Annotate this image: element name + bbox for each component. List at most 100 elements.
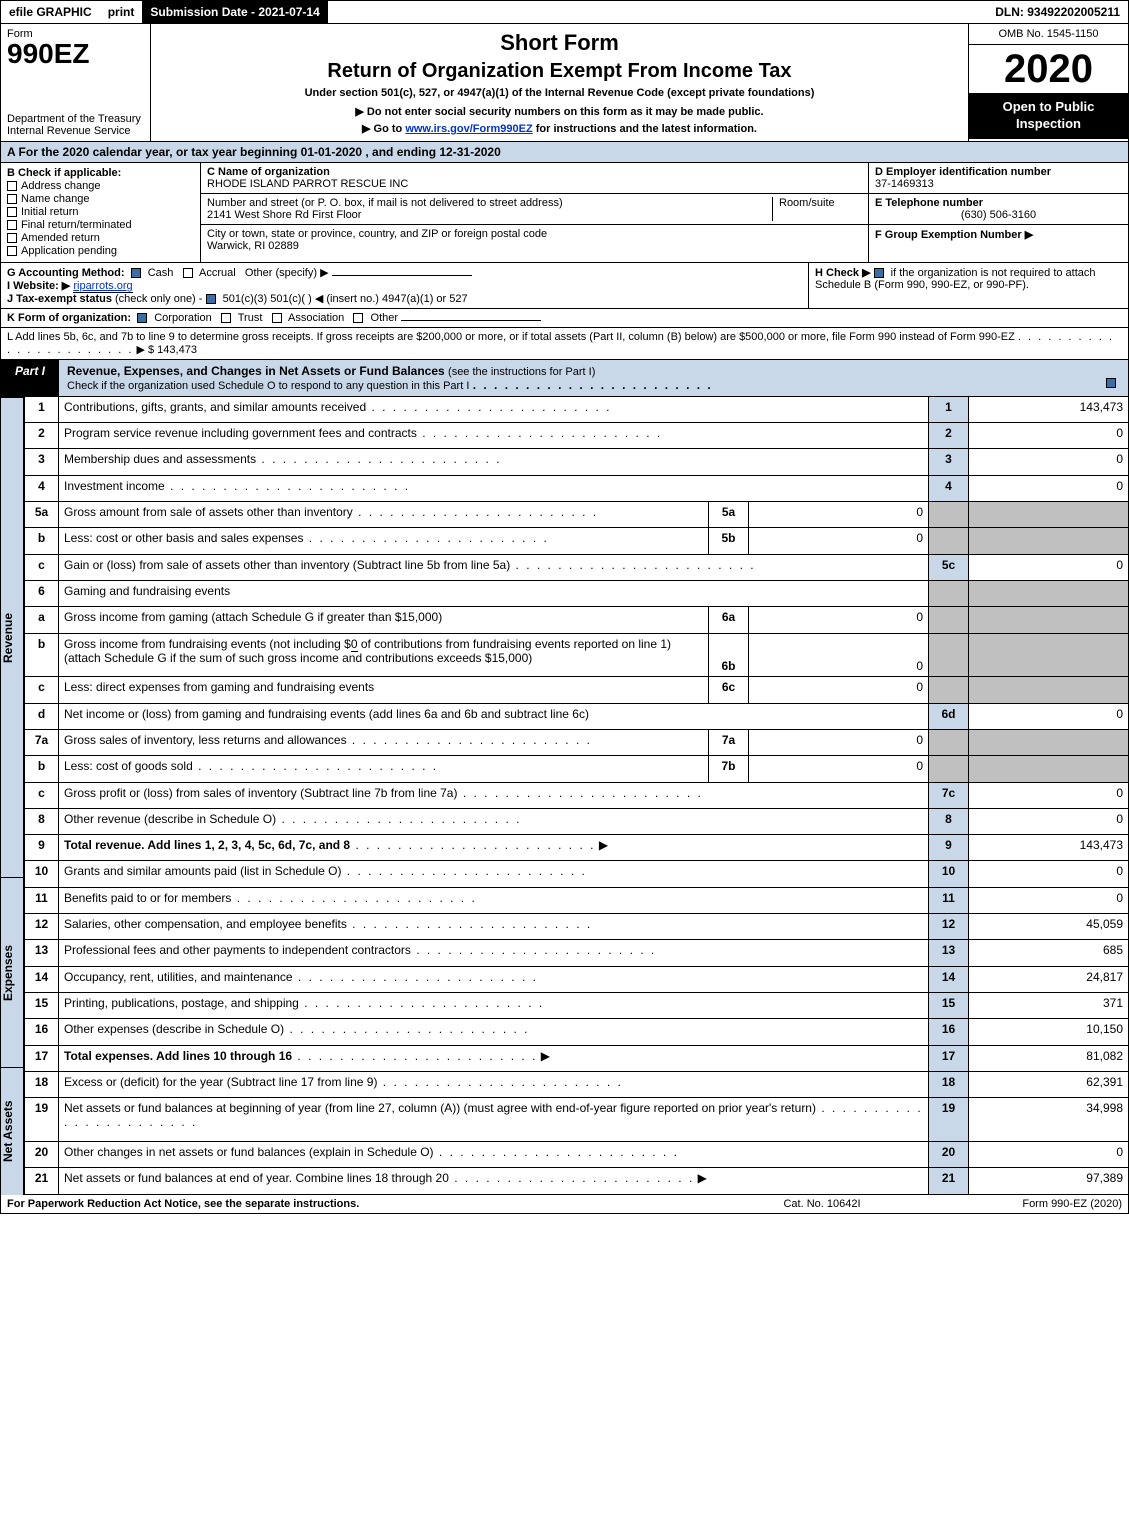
check-501c3[interactable] xyxy=(206,294,216,304)
check-accrual[interactable] xyxy=(183,268,193,278)
phone-value: (630) 506-3160 xyxy=(875,209,1122,221)
check-corporation[interactable] xyxy=(137,313,147,323)
check-cash[interactable] xyxy=(131,268,141,278)
footer-form: Form 990-EZ (2020) xyxy=(922,1198,1122,1210)
part1-title: Revenue, Expenses, and Changes in Net As… xyxy=(67,364,445,378)
part1-body: Revenue Expenses Net Assets 1Contributio… xyxy=(0,397,1129,1195)
org-name: RHODE ISLAND PARROT RESCUE INC xyxy=(207,178,408,190)
label-city: City or town, state or province, country… xyxy=(207,228,547,240)
goto-pre: ▶ Go to xyxy=(362,123,405,135)
dept-treasury: Department of the Treasury xyxy=(7,113,141,125)
check-application-pending[interactable]: Application pending xyxy=(7,245,194,257)
line-i-label: I Website: ▶ xyxy=(7,280,70,292)
label-group-exemption: F Group Exemption Number ▶ xyxy=(875,229,1033,241)
line-k: K Form of organization: Corporation Trus… xyxy=(0,309,1129,328)
side-revenue: Revenue xyxy=(0,397,24,877)
check-other-org[interactable] xyxy=(353,313,363,323)
row-8: 8Other revenue (describe in Schedule O)8… xyxy=(25,808,1129,834)
omb-number: OMB No. 1545-1150 xyxy=(969,24,1128,45)
line-h-label: H Check ▶ xyxy=(815,267,871,279)
org-address: 2141 West Shore Rd First Floor xyxy=(207,209,361,221)
header-center: Short Form Return of Organization Exempt… xyxy=(151,24,968,141)
form-number: 990EZ xyxy=(7,40,144,68)
check-final-return[interactable]: Final return/terminated xyxy=(7,219,194,231)
form-header: Form 990EZ Department of the Treasury In… xyxy=(0,24,1129,142)
part1-subtitle: (see the instructions for Part I) xyxy=(448,366,595,378)
lines-g-to-k: G Accounting Method: Cash Accrual Other … xyxy=(0,263,1129,328)
tax-year-big: 2020 xyxy=(969,45,1128,93)
row-16: 16Other expenses (describe in Schedule O… xyxy=(25,1019,1129,1045)
row-2: 2Program service revenue including gover… xyxy=(25,423,1129,449)
header-right: OMB No. 1545-1150 2020 Open to Public In… xyxy=(968,24,1128,141)
footer-catno: Cat. No. 10642I xyxy=(722,1198,922,1210)
goto-post: for instructions and the latest informat… xyxy=(533,123,757,135)
line-g: G Accounting Method: Cash Accrual Other … xyxy=(7,266,808,305)
row-6a: aGross income from gaming (attach Schedu… xyxy=(25,607,1129,633)
return-title: Return of Organization Exempt From Incom… xyxy=(161,60,958,83)
subtitle-goto: ▶ Go to www.irs.gov/Form990EZ for instru… xyxy=(161,122,958,135)
row-7b: bLess: cost of goods sold7b0 xyxy=(25,756,1129,782)
line-j-label: J Tax-exempt status xyxy=(7,293,112,305)
footer-paperwork: For Paperwork Reduction Act Notice, see … xyxy=(7,1198,722,1210)
row-6b: bGross income from fundraising events (n… xyxy=(25,633,1129,677)
section-c: C Name of organization RHODE ISLAND PARR… xyxy=(201,163,868,262)
row-7c: cGross profit or (loss) from sales of in… xyxy=(25,782,1129,808)
row-14: 14Occupancy, rent, utilities, and mainte… xyxy=(25,966,1129,992)
short-form-title: Short Form xyxy=(161,30,958,56)
line-l: L Add lines 5b, 6c, and 7b to line 9 to … xyxy=(0,328,1129,360)
ein-value: 37-1469313 xyxy=(875,178,934,190)
row-13: 13Professional fees and other payments t… xyxy=(25,940,1129,966)
lines-table: 1Contributions, gifts, grants, and simil… xyxy=(24,397,1129,1195)
info-block: B Check if applicable: Address change Na… xyxy=(0,163,1129,263)
room-suite-label: Room/suite xyxy=(772,197,862,221)
part1-title-cell: Revenue, Expenses, and Changes in Net As… xyxy=(59,360,1128,396)
row-18: 18Excess or (deficit) for the year (Subt… xyxy=(25,1071,1129,1097)
row-7a: 7aGross sales of inventory, less returns… xyxy=(25,729,1129,755)
line-l-text: L Add lines 5b, 6c, and 7b to line 9 to … xyxy=(7,331,1015,343)
irs-label: Internal Revenue Service xyxy=(7,125,131,137)
check-address-change[interactable]: Address change xyxy=(7,180,194,192)
row-6d: dNet income or (loss) from gaming and fu… xyxy=(25,703,1129,729)
row-15: 15Printing, publications, postage, and s… xyxy=(25,992,1129,1018)
row-17: 17Total expenses. Add lines 10 through 1… xyxy=(25,1045,1129,1071)
check-schedule-o[interactable] xyxy=(1106,378,1116,388)
org-city: Warwick, RI 02889 xyxy=(207,240,299,252)
line-l-value: 143,473 xyxy=(157,344,197,356)
subtitle-warning: ▶ Do not enter social security numbers o… xyxy=(161,105,958,118)
check-association[interactable] xyxy=(272,313,282,323)
row-5c: cGain or (loss) from sale of assets othe… xyxy=(25,554,1129,580)
row-19: 19Net assets or fund balances at beginni… xyxy=(25,1098,1129,1142)
check-trust[interactable] xyxy=(221,313,231,323)
label-org-name: C Name of organization xyxy=(207,166,330,178)
row-20: 20Other changes in net assets or fund ba… xyxy=(25,1141,1129,1167)
check-amended-return[interactable]: Amended return xyxy=(7,232,194,244)
section-b: B Check if applicable: Address change Na… xyxy=(1,163,201,262)
side-labels: Revenue Expenses Net Assets xyxy=(0,397,24,1195)
row-11: 11Benefits paid to or for members110 xyxy=(25,887,1129,913)
line-g-other: Other (specify) ▶ xyxy=(245,267,329,279)
section-def: D Employer identification number 37-1469… xyxy=(868,163,1128,262)
line-l-arrow: ▶ $ xyxy=(136,344,154,356)
check-initial-return[interactable]: Initial return xyxy=(7,206,194,218)
print-button[interactable]: print xyxy=(100,1,143,23)
row-4: 4Investment income40 xyxy=(25,475,1129,501)
line-k-label: K Form of organization: xyxy=(7,312,131,324)
tax-year-line: A For the 2020 calendar year, or tax yea… xyxy=(0,142,1129,163)
row-6c: cLess: direct expenses from gaming and f… xyxy=(25,677,1129,703)
check-schedule-b[interactable] xyxy=(874,268,884,278)
check-name-change[interactable]: Name change xyxy=(7,193,194,205)
page-footer: For Paperwork Reduction Act Notice, see … xyxy=(0,1195,1129,1214)
side-netassets: Net Assets xyxy=(0,1067,24,1195)
subtitle-section: Under section 501(c), 527, or 4947(a)(1)… xyxy=(161,87,958,99)
submission-date: Submission Date - 2021-07-14 xyxy=(142,1,327,23)
website-link[interactable]: riparrots.org xyxy=(73,280,132,293)
top-bar: efile GRAPHIC print Submission Date - 20… xyxy=(0,0,1129,24)
dln-label: DLN: 93492202005211 xyxy=(987,1,1128,23)
section-b-title: B Check if applicable: xyxy=(7,167,194,179)
row-5a: 5aGross amount from sale of assets other… xyxy=(25,502,1129,528)
efile-label: efile GRAPHIC xyxy=(1,1,100,23)
irs-link[interactable]: www.irs.gov/Form990EZ xyxy=(405,123,532,135)
line-g-label: G Accounting Method: xyxy=(7,267,125,279)
label-address: Number and street (or P. O. box, if mail… xyxy=(207,197,563,209)
row-10: 10Grants and similar amounts paid (list … xyxy=(25,861,1129,887)
